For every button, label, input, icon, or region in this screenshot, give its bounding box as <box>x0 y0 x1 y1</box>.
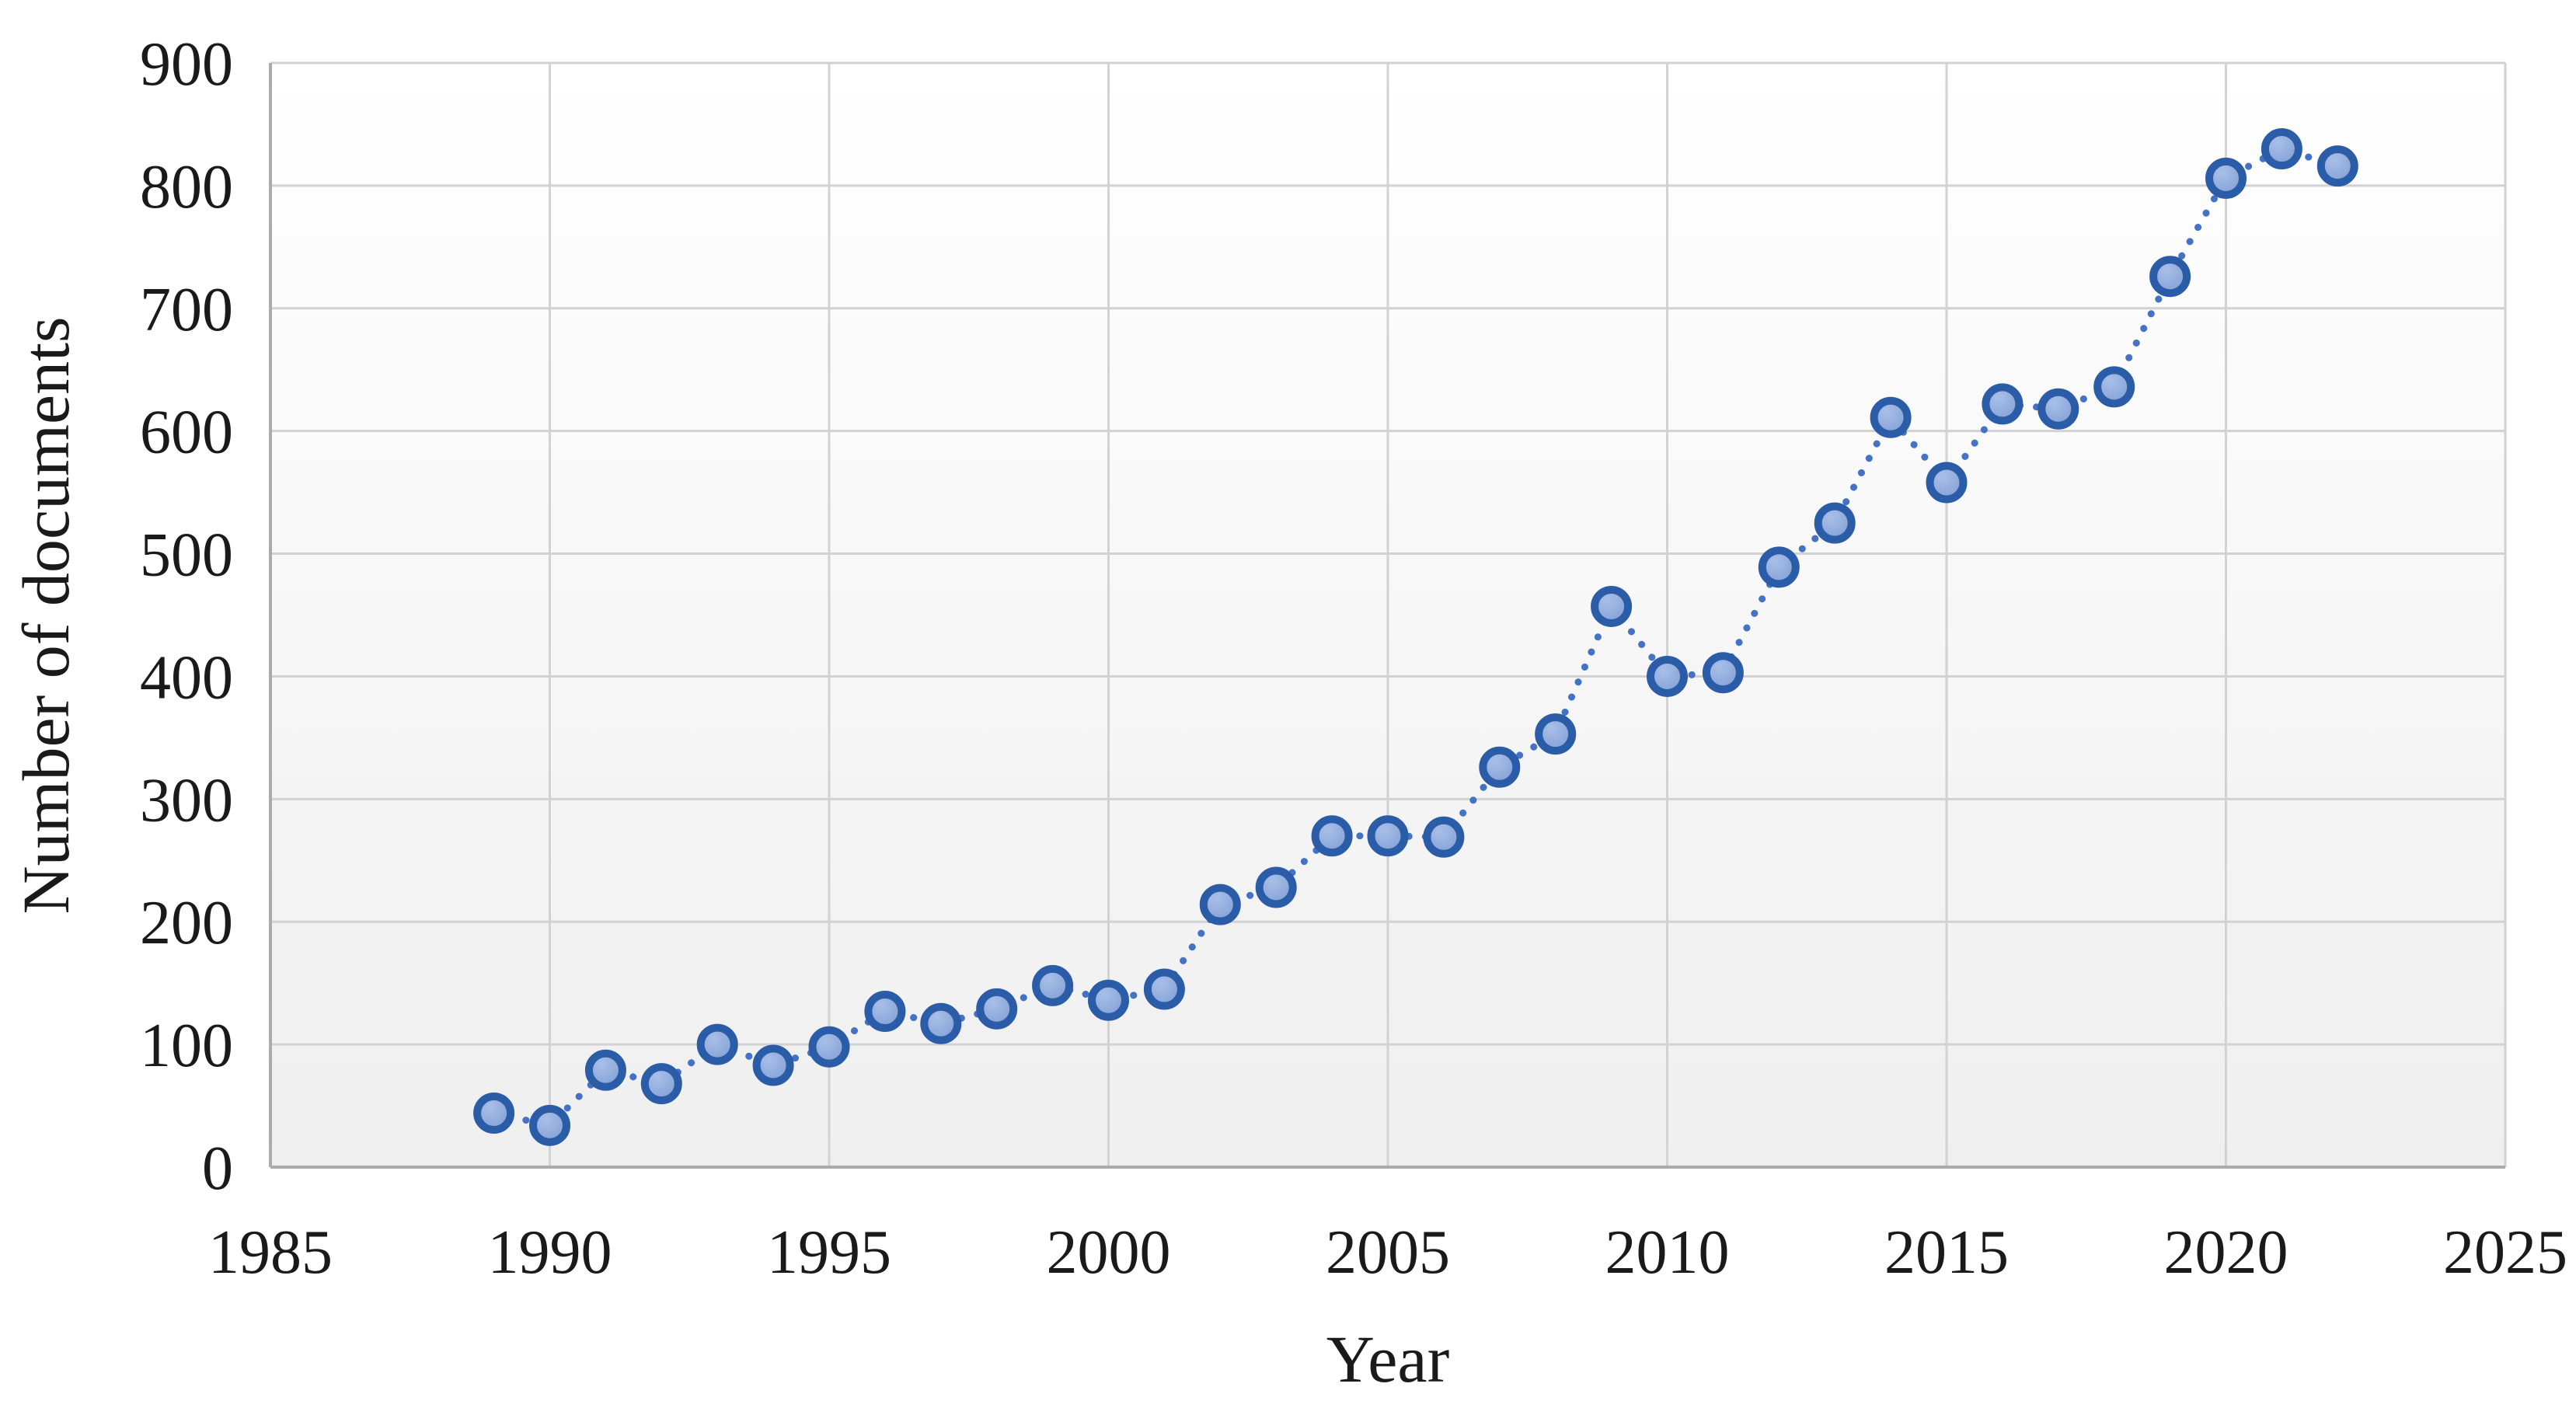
data-point-2019 <box>2149 256 2191 298</box>
x-tick-label: 2005 <box>1326 1218 1450 1287</box>
data-point-1996 <box>864 990 906 1032</box>
data-point-2005 <box>1367 815 1409 857</box>
data-point-2012 <box>1758 546 1800 588</box>
data-point-2014 <box>1870 396 1912 438</box>
data-point-1999 <box>1032 964 1074 1006</box>
data-point-2009 <box>1591 585 1633 627</box>
x-tick-label: 2020 <box>2164 1218 2288 1287</box>
y-tick-label: 400 <box>140 643 233 712</box>
data-point-2008 <box>1535 713 1577 755</box>
data-point-2015 <box>1926 462 1968 504</box>
y-axis-title: Number of documents <box>9 316 83 914</box>
data-point-1994 <box>752 1044 794 1086</box>
y-tick-label: 200 <box>140 889 233 957</box>
data-point-2022 <box>2316 145 2358 187</box>
data-point-2002 <box>1199 883 1241 925</box>
x-tick-label: 1990 <box>488 1218 612 1287</box>
data-point-2017 <box>2037 388 2079 430</box>
x-tick-label: 2000 <box>1047 1218 1171 1287</box>
data-point-2000 <box>1088 979 1129 1021</box>
x-tick-label: 1995 <box>767 1218 891 1287</box>
data-point-2001 <box>1143 968 1185 1010</box>
data-point-2011 <box>1702 652 1744 694</box>
y-tick-label: 0 <box>202 1134 233 1203</box>
data-point-1990 <box>529 1104 570 1146</box>
plot-area: 0 100 200 300 400 500 600 700 800 900 1985 1990 1995… <box>140 30 2567 1287</box>
data-point-2018 <box>2093 366 2135 408</box>
data-point-2016 <box>1982 383 2024 425</box>
data-point-1992 <box>640 1063 682 1105</box>
y-tick-label: 600 <box>140 399 233 467</box>
x-axis-title: Year <box>1326 1322 1449 1396</box>
data-point-2003 <box>1255 866 1297 908</box>
y-tick-label: 800 <box>140 153 233 221</box>
y-tick-label: 900 <box>140 30 233 99</box>
data-point-1998 <box>976 988 1018 1030</box>
data-point-2021 <box>2261 128 2302 170</box>
data-point-2007 <box>1479 746 1521 788</box>
data-point-1989 <box>473 1093 515 1134</box>
y-tick-label: 500 <box>140 521 233 590</box>
y-tick-label: 300 <box>140 766 233 835</box>
data-point-2010 <box>1647 655 1688 697</box>
x-tick-label: 1985 <box>208 1218 333 1287</box>
data-points <box>473 128 2358 1146</box>
y-tick-label: 700 <box>140 276 233 344</box>
data-point-2004 <box>1311 815 1353 857</box>
data-point-2020 <box>2205 157 2247 199</box>
data-point-1993 <box>696 1023 738 1065</box>
data-point-2006 <box>1423 816 1465 858</box>
x-tick-label: 2010 <box>1605 1218 1730 1287</box>
data-point-1991 <box>584 1049 626 1091</box>
x-tick-label: 2025 <box>2443 1218 2567 1287</box>
x-tick-label: 2015 <box>1884 1218 2009 1287</box>
tick-labels: 0 100 200 300 400 500 600 700 800 900 1985 1990 1995… <box>140 30 2567 1287</box>
y-tick-label: 100 <box>140 1012 233 1080</box>
data-point-1995 <box>808 1026 850 1068</box>
data-point-1997 <box>920 1002 962 1044</box>
data-point-2013 <box>1814 502 1856 544</box>
